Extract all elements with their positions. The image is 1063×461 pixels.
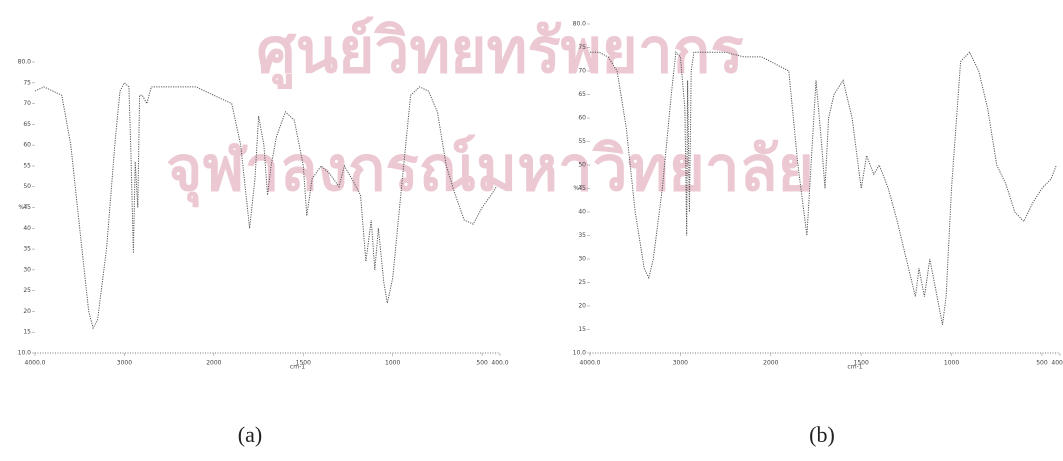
x-tick-label: 400.0 (491, 360, 508, 367)
x-tick-label: 2000 (206, 360, 221, 367)
y-tick-label: 30 (578, 256, 586, 263)
x-tick-label: 2000 (763, 360, 778, 367)
y-tick-label: 70 (23, 100, 31, 107)
y-tick-label: 15 (578, 326, 586, 333)
y-axis-label: %T (573, 185, 583, 192)
x-tick-label: 3000 (673, 360, 688, 367)
x-tick-label: 1000 (385, 360, 400, 367)
y-tick-label: 45 (23, 204, 31, 211)
y-tick-label: 55 (578, 138, 586, 145)
y-tick-label: 80.0 (573, 21, 587, 28)
y-tick-label: 45 (578, 185, 586, 192)
y-tick-label: 50 (578, 162, 586, 169)
caption: (b) (809, 422, 835, 447)
x-tick-label: 400.0 (1051, 360, 1063, 367)
y-tick-label: 65 (578, 91, 586, 98)
watermark: จุฬาลงกรณ์มหาวิทยาลัย (166, 132, 814, 207)
y-tick-label: 30 (23, 266, 31, 273)
y-tick-label: 10.0 (18, 350, 32, 357)
y-tick-label: 20 (23, 308, 31, 315)
y-tick-label: 40 (23, 225, 31, 232)
x-axis-label: cm-1 (847, 364, 862, 371)
x-tick-label: 4000.0 (580, 360, 601, 367)
x-tick-label: 3000 (117, 360, 132, 367)
y-tick-label: 20 (578, 303, 586, 310)
y-tick-label: 10.0 (573, 350, 587, 357)
y-tick-label: 35 (23, 246, 31, 253)
x-tick-label: 1500 (296, 360, 311, 367)
y-tick-label: 75 (23, 79, 31, 86)
y-tick-label: 80.0 (18, 59, 32, 66)
x-tick-label: 500 (1036, 360, 1048, 367)
y-tick-label: 65 (23, 121, 31, 128)
y-tick-label: 50 (23, 183, 31, 190)
y-tick-label: 55 (23, 162, 31, 169)
spectrum-line (34, 81, 497, 330)
caption: (a) (238, 422, 262, 447)
x-axis-label: cm-1 (290, 364, 305, 371)
y-tick-label: 35 (578, 232, 586, 239)
y-tick-label: 25 (578, 279, 586, 286)
y-tick-label: 25 (23, 287, 31, 294)
y-tick-label: 60 (578, 115, 586, 122)
x-tick-label: 500 (476, 360, 488, 367)
x-tick-label: 4000.0 (25, 360, 46, 367)
y-tick-label: 15 (23, 329, 31, 336)
watermark: ศูนย์วิทยทรัพยากร (256, 14, 743, 89)
spectrum-line (590, 51, 1057, 325)
y-tick-label: 60 (23, 142, 31, 149)
y-tick-label: 75 (578, 44, 586, 51)
y-tick-label: 70 (578, 68, 586, 75)
x-tick-label: 1500 (854, 360, 869, 367)
y-axis-label: %T (18, 204, 28, 211)
y-tick-label: 40 (578, 209, 586, 216)
x-tick-label: 1000 (944, 360, 959, 367)
